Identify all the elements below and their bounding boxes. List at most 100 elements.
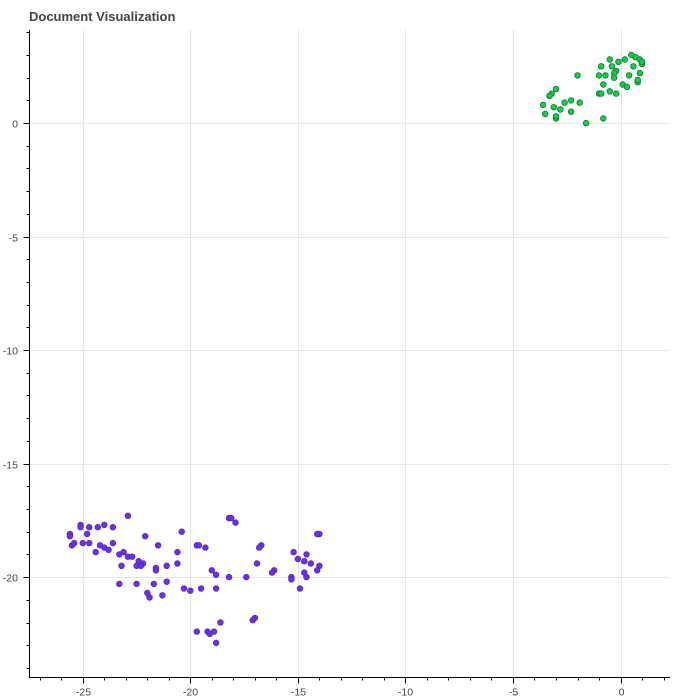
axes: -25 -20 -15 -10 -5 0 0 -5 -10 -15 -20 (3, 30, 670, 699)
data-point (249, 617, 256, 624)
data-point (608, 63, 616, 70)
data-point (296, 585, 304, 592)
data-point (314, 567, 321, 574)
data-point (598, 90, 605, 97)
y-tick-label: -5 (9, 233, 18, 245)
data-point (288, 576, 295, 583)
data-point (576, 99, 583, 106)
data-point (118, 562, 125, 569)
data-point (212, 639, 220, 647)
data-point (217, 619, 224, 626)
data-point (301, 558, 308, 565)
data-point (625, 72, 633, 79)
data-point (174, 560, 181, 567)
data-point (227, 514, 235, 522)
data-point (621, 56, 628, 63)
data-point (105, 546, 112, 554)
x-tick-label: -15 (291, 687, 306, 699)
data-point (146, 594, 153, 601)
data-point (225, 573, 233, 581)
data-point (557, 106, 564, 113)
data-point (212, 571, 220, 578)
data-point (92, 548, 99, 556)
x-tick-label: -10 (398, 687, 413, 699)
data-point (154, 542, 162, 549)
data-point (94, 524, 101, 531)
data-point (600, 115, 607, 122)
data-point (187, 587, 194, 594)
data-point (638, 58, 646, 65)
data-point (101, 521, 108, 529)
data-point (634, 76, 641, 84)
data-point (294, 555, 302, 563)
data-point (152, 567, 160, 574)
data-point (610, 74, 618, 81)
data-point (66, 533, 74, 540)
data-point (303, 573, 310, 581)
data-point (178, 528, 185, 535)
data-point (79, 539, 86, 547)
data-point (159, 592, 166, 599)
data-point (630, 63, 637, 70)
data-point (197, 585, 205, 592)
data-point (539, 101, 547, 109)
data-point (606, 56, 613, 63)
chart-title: Document Visualization (29, 9, 175, 24)
data-point (128, 553, 136, 560)
data-point (116, 580, 123, 588)
data-point (582, 119, 590, 127)
data-point (253, 560, 261, 567)
data-point (109, 539, 117, 547)
data-point (243, 573, 250, 581)
data-point (70, 539, 78, 547)
data-point (550, 103, 557, 111)
data-point (133, 580, 140, 588)
data-point (314, 530, 321, 538)
data-point (598, 63, 605, 70)
data-point (606, 88, 613, 95)
x-tick-label: -20 (183, 687, 198, 699)
data-point (202, 544, 209, 551)
data-point (567, 97, 575, 104)
series-1 (66, 512, 323, 647)
data-point (256, 544, 263, 551)
data-point (613, 90, 620, 97)
y-tick-label: -10 (3, 346, 18, 358)
data-point (602, 72, 609, 79)
data-point (116, 551, 123, 558)
data-point (174, 548, 181, 556)
grid (29, 30, 670, 677)
data-point (85, 524, 93, 531)
x-tick-label: 0 (619, 687, 625, 699)
data-point (208, 567, 215, 574)
series-0 (539, 51, 646, 127)
x-tick-label: -5 (509, 687, 518, 699)
data-point (150, 580, 157, 588)
data-point (542, 110, 549, 118)
data-point (307, 560, 314, 567)
data-point (83, 530, 91, 538)
data-point (163, 578, 170, 585)
data-point (195, 542, 203, 549)
data-point (552, 85, 560, 93)
data-point (552, 113, 560, 120)
data-point (85, 539, 93, 547)
data-point (180, 585, 188, 592)
data-point (561, 99, 568, 106)
y-tick-label: 0 (12, 119, 18, 131)
data-point (595, 72, 603, 79)
data-point (574, 72, 581, 79)
data-point (615, 58, 622, 65)
data-point (141, 533, 149, 540)
data-point (600, 81, 607, 88)
data-point (567, 108, 575, 115)
data-point (210, 628, 218, 635)
data-point (193, 628, 200, 635)
y-tick-label: -20 (3, 573, 18, 585)
data-point (163, 562, 170, 569)
data-point (546, 92, 553, 99)
data-point (124, 512, 132, 519)
data-point (137, 562, 145, 569)
data-point (290, 548, 297, 556)
